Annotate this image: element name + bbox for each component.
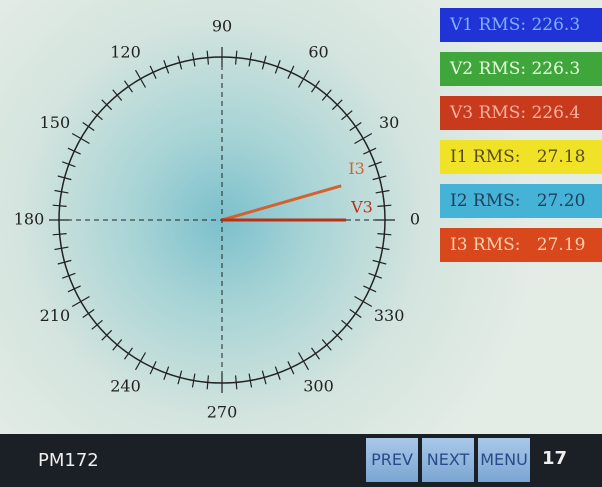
dial-tick: [322, 340, 331, 351]
dial-tick: [124, 348, 132, 359]
dial-tick: [68, 148, 81, 154]
device-name: PM172: [38, 450, 99, 471]
dial-tick: [83, 309, 94, 317]
dial-tick: [377, 234, 391, 235]
dial-tick: [92, 320, 103, 329]
angle-label: 210: [40, 306, 71, 325]
reading: V2 RMS: 226.3: [440, 52, 602, 86]
button[interactable]: PREV: [366, 438, 418, 482]
dial-tick: [236, 51, 237, 65]
dial-tick: [92, 111, 103, 120]
dial-tick: [350, 122, 361, 130]
dial-tick: [136, 70, 146, 87]
reading: I2 RMS: 27.20: [440, 184, 602, 218]
dial-tick: [363, 148, 376, 154]
dial-tick: [322, 90, 331, 101]
angle-label: 30: [379, 113, 399, 132]
dial-tick: [288, 66, 294, 79]
dial-tick: [136, 353, 146, 370]
phasor-label: V3: [350, 198, 373, 217]
dial-tick: [350, 309, 361, 317]
readings: V1 RMS: 226.3 V2 RMS: 226.3 V3 RMS: 226.4 I…: [440, 8, 602, 272]
dial-tick: [363, 286, 376, 292]
dial-tick: [113, 340, 122, 351]
angle-label: 90: [212, 17, 232, 36]
reading: V1 RMS: 226.3: [440, 8, 602, 42]
angle-label: 150: [40, 113, 71, 132]
dial-tick: [236, 375, 237, 389]
dial-tick: [342, 111, 353, 120]
dial-tick: [113, 90, 122, 101]
dial-tick: [299, 353, 309, 370]
angle-label: 60: [308, 42, 328, 61]
dial-tick: [124, 81, 132, 92]
phasor-dial: 0 30 60 90 120 150 180 210 240 270 300 330 I3 V3: [0, 0, 440, 434]
dial-tick: [288, 361, 294, 374]
angle-label: 180: [14, 210, 45, 229]
dial-tick: [377, 205, 391, 206]
angle-label: 0: [410, 210, 420, 229]
dial-tick: [311, 81, 319, 92]
dial-tick: [207, 375, 208, 389]
dial-tick: [342, 320, 353, 329]
reading: I3 RMS: 27.19: [440, 228, 602, 262]
screen: 0 30 60 90 120 150 180 210 240 270 300 330 I3 V3 V1 R…: [0, 0, 602, 487]
dial-tick: [150, 66, 156, 79]
dial-tick: [53, 234, 67, 235]
angle-label: 270: [207, 403, 238, 422]
angle-label: 300: [303, 377, 334, 396]
dial-tick: [68, 286, 81, 292]
dial-tick: [150, 361, 156, 374]
dial-tick: [207, 51, 208, 65]
dial-tick: [355, 297, 372, 307]
dial-tick: [53, 205, 67, 206]
dial-tick: [72, 297, 89, 307]
phasor-label: I3: [348, 159, 365, 178]
clock: 17: [542, 448, 567, 469]
dial-tick: [83, 122, 94, 130]
button[interactable]: MENU: [478, 438, 530, 482]
angle-label: 240: [110, 377, 141, 396]
dial-tick: [299, 70, 309, 87]
dial-tick: [355, 134, 372, 144]
reading: I1 RMS: 27.18: [440, 140, 602, 174]
angle-label: 120: [110, 42, 141, 61]
angle-label: 330: [374, 306, 405, 325]
dial-tick: [72, 134, 89, 144]
reading: V3 RMS: 226.4: [440, 96, 602, 130]
dial-tick: [311, 348, 319, 359]
button[interactable]: NEXT: [422, 438, 474, 482]
phasor: [222, 186, 341, 220]
